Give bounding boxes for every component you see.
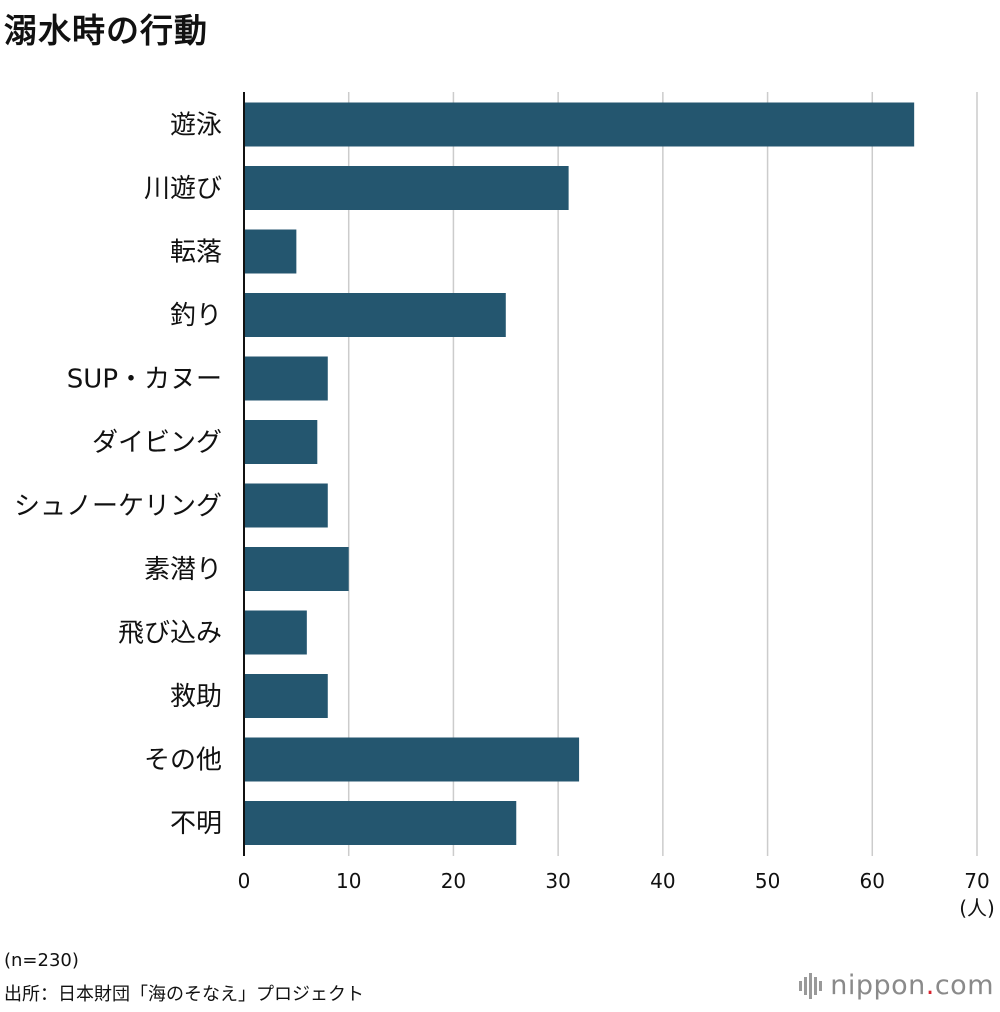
bar-2 [244,166,569,210]
bar-11 [244,737,580,782]
source-note: 出所：日本財団「海のそなえ」プロジェクト [4,984,364,1005]
category-label: 川遊び [144,174,222,204]
x-axis-unit-label: (人) [959,896,995,920]
logo-dot: . [925,970,935,1001]
category-label: ダイビング [92,428,222,458]
sound-bars-icon [799,972,823,999]
x-tick-label: 0 [238,869,251,893]
bar-5 [244,356,328,401]
x-tick-label: 60 [860,869,885,893]
category-label: SUP・カヌー [67,365,222,395]
category-label: 不明 [170,809,222,839]
bar-1 [244,102,915,147]
category-label: 救助 [170,682,222,712]
category-label: 素潜り [144,555,222,585]
x-tick-label: 10 [336,869,361,893]
category-label: その他 [144,746,222,776]
logo-suffix: com [934,970,994,1001]
chart-title: 溺水時の行動 [4,11,208,50]
x-tick-label: 30 [545,869,570,893]
sample-size-note: (n=230) [4,950,79,971]
x-tick-label: 70 [964,869,989,893]
x-tick-label: 40 [650,869,675,893]
bar-10 [244,674,328,718]
x-tick-label: 20 [441,869,466,893]
bar-6 [244,420,318,464]
category-label: 釣り [170,301,222,331]
bar-9 [244,610,307,655]
bar-12 [244,801,517,845]
bar-3 [244,229,297,274]
x-tick-label: 50 [755,869,780,893]
logo-name: nippon [830,970,926,1001]
category-label: 遊泳 [170,111,222,141]
category-label: 転落 [170,238,222,268]
nippon-logo: nippon.com [799,970,994,1001]
bar-7 [244,483,328,528]
bar-4 [244,293,506,337]
category-label: 飛び込み [118,619,222,649]
category-label: シュノーケリング [14,492,222,522]
bar-8 [244,547,349,591]
